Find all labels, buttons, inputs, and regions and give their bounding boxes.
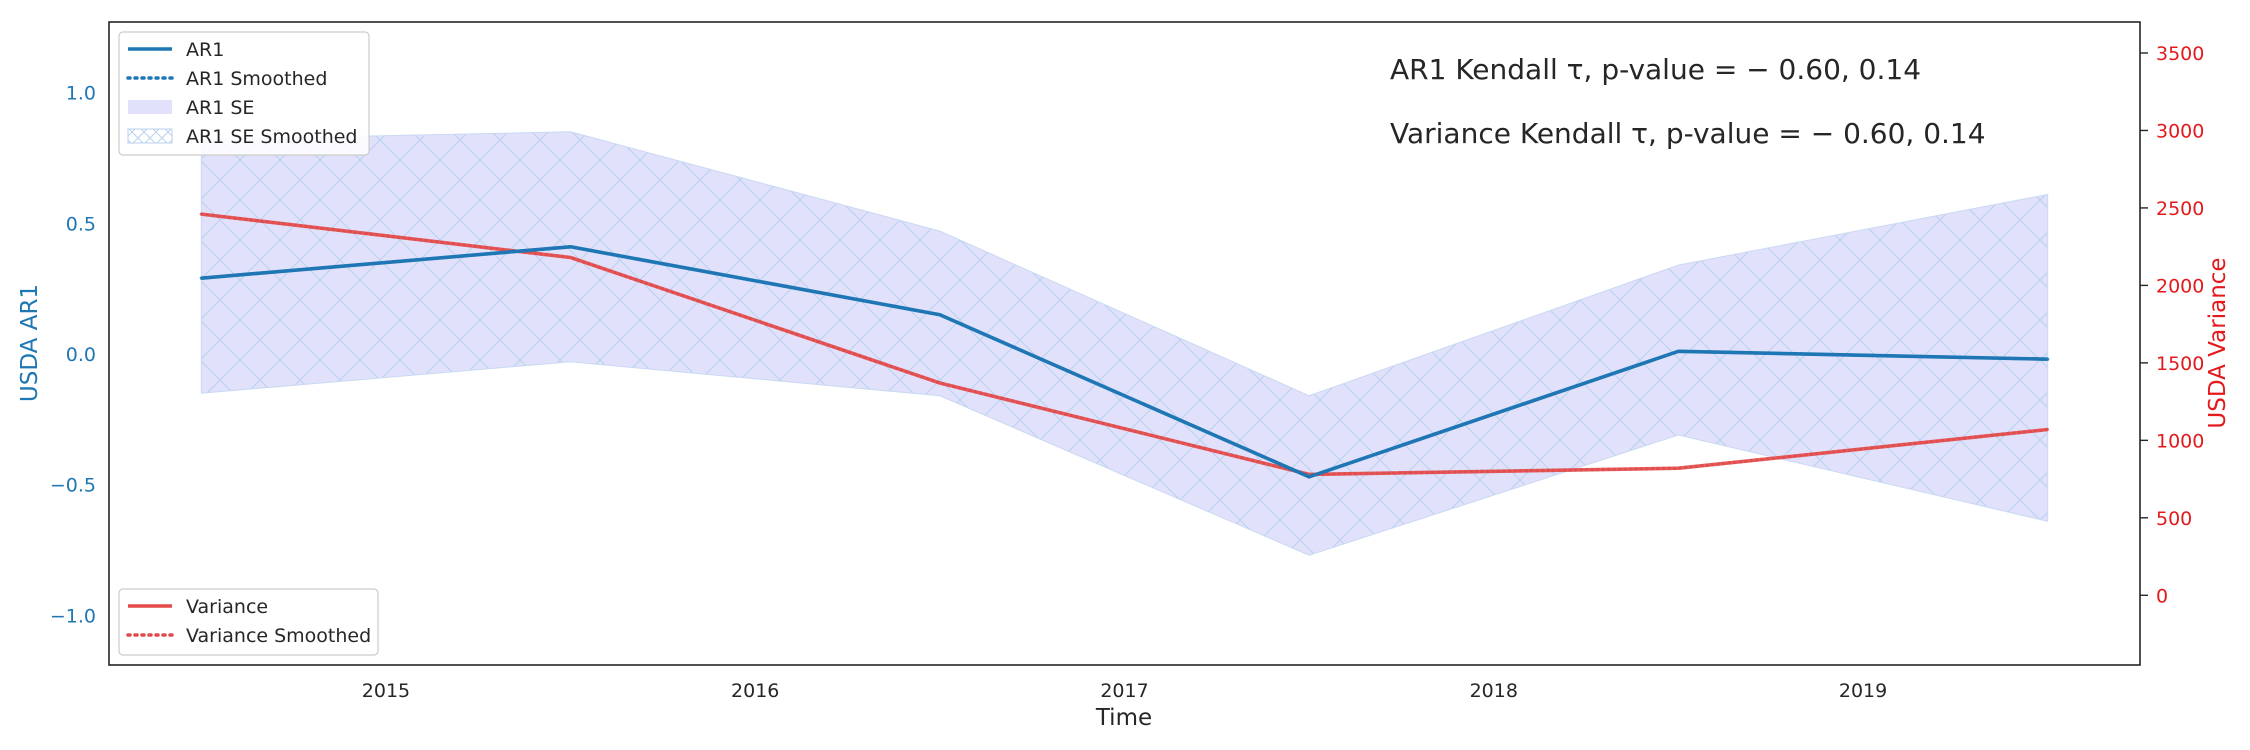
x-tick-label: 2019: [1839, 680, 1887, 702]
left-tick-label: −1.0: [50, 605, 96, 627]
legend-ar1-frame: [118, 31, 370, 156]
legend-ar1-se-label: AR1 SE: [186, 97, 254, 119]
annotation-ar1-kendall: AR1 Kendall τ, p-value = − 0.60, 0.14: [1390, 53, 1921, 86]
x-axis: 2015 2016 2017 2018 2019: [362, 680, 1887, 702]
right-tick-label: 0: [2156, 585, 2168, 607]
legend-ar1-se-smoothed-label: AR1 SE Smoothed: [186, 126, 358, 148]
x-tick-label: 2018: [1470, 680, 1518, 702]
x-tick-label: 2015: [362, 680, 410, 702]
plot-frame: [108, 21, 2141, 666]
left-y-axis: −1.0 −0.5 0.0 0.5 1.0: [50, 83, 96, 628]
right-tick-label: 3500: [2156, 43, 2204, 65]
left-tick-label: 0.0: [66, 344, 96, 366]
right-y-axis: 0 500 1000 1500 2000 2500 3000 3500: [2140, 43, 2204, 607]
x-tick-label: 2016: [731, 680, 779, 702]
right-tick-label: 1500: [2156, 353, 2204, 375]
left-y-axis-label: USDA AR1: [17, 284, 43, 402]
band-ar1-se-smoothed: [200, 131, 2049, 556]
legend-ar1-label: AR1: [186, 39, 224, 61]
x-axis-label: Time: [1095, 705, 1152, 731]
left-tick-label: 1.0: [66, 83, 96, 105]
annotation-variance-kendall: Variance Kendall τ, p-value = − 0.60, 0.…: [1390, 117, 1986, 150]
right-tick-label: 2500: [2156, 198, 2204, 220]
legend-variance: Variance Variance Smoothed: [118, 588, 379, 656]
legend-ar1-smoothed-label: AR1 Smoothed: [186, 68, 327, 90]
legend-variance-label: Variance: [186, 596, 268, 618]
legend-variance-smoothed-label: Variance Smoothed: [186, 625, 371, 647]
right-tick-label: 500: [2156, 508, 2192, 530]
series-ar1-smoothed: [199, 245, 2050, 479]
right-tick-label: 3000: [2156, 120, 2204, 142]
right-tick-label: 2000: [2156, 275, 2204, 297]
legend-variance-frame: [118, 588, 379, 656]
right-y-axis-label: USDA Variance: [2205, 257, 2231, 428]
left-tick-label: 0.5: [66, 213, 96, 235]
x-tick-label: 2017: [1100, 680, 1148, 702]
right-tick-label: 1000: [2156, 430, 2204, 452]
legend-ar1: AR1 AR1 Smoothed AR1 SE AR1 SE Smoothed: [118, 31, 370, 156]
left-tick-label: −0.5: [50, 475, 96, 497]
legend-ar1-se-smoothed-swatch: [127, 128, 173, 144]
legend-ar1-se-swatch: [128, 100, 172, 114]
